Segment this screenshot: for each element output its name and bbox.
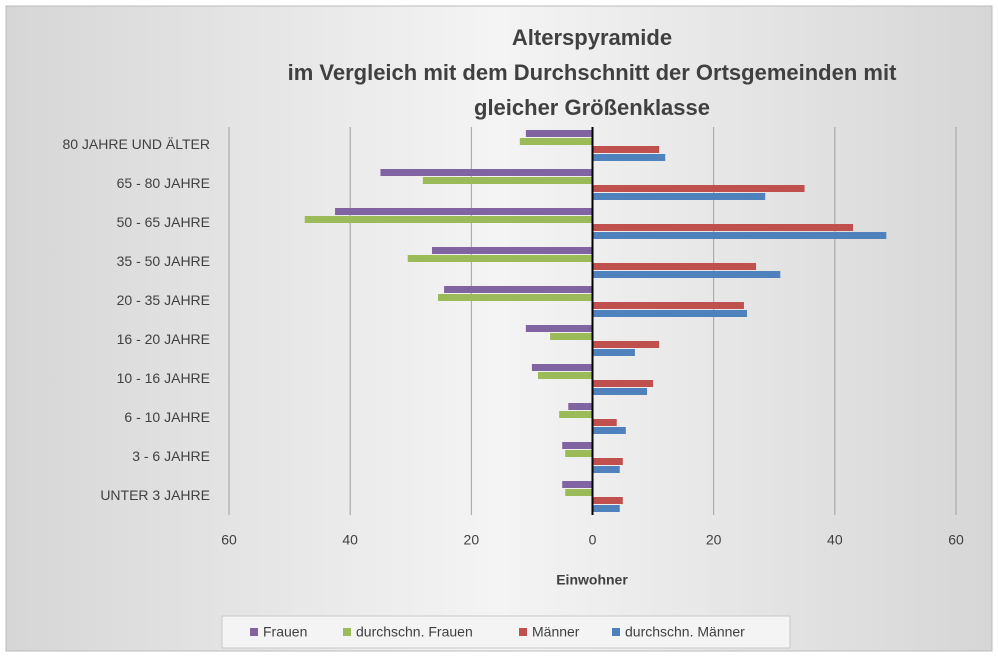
- x-tick-label: 40: [827, 532, 843, 548]
- bar: [568, 403, 593, 410]
- bar: [592, 349, 635, 356]
- y-tick-label: 20 - 35 JAHRE: [117, 292, 210, 308]
- bar: [592, 310, 747, 317]
- bar: [592, 497, 623, 504]
- bar: [559, 411, 593, 418]
- bar: [380, 169, 593, 176]
- x-tick-label: 40: [342, 532, 358, 548]
- x-tick-label: 60: [948, 532, 964, 548]
- bar: [592, 427, 626, 434]
- legend-label: Männer: [532, 624, 580, 640]
- y-tick-label: 16 - 20 JAHRE: [117, 331, 210, 347]
- legend-marker: [343, 628, 351, 636]
- bar: [525, 325, 593, 332]
- bar: [562, 481, 593, 488]
- bar: [304, 216, 593, 223]
- legend-marker: [519, 628, 527, 636]
- x-tick-label: 20: [706, 532, 722, 548]
- chart-title: Alterspyramide: [512, 25, 672, 50]
- y-tick-label: 50 - 65 JAHRE: [117, 214, 210, 230]
- y-tick-label: 65 - 80 JAHRE: [117, 175, 210, 191]
- y-tick-label: 80 JAHRE UND ÄLTER: [62, 136, 210, 152]
- legend-label: Frauen: [263, 624, 307, 640]
- bar: [565, 450, 593, 457]
- bar: [565, 489, 593, 496]
- y-tick-label: 35 - 50 JAHRE: [117, 253, 210, 269]
- bar: [592, 458, 623, 465]
- x-tick-label: 0: [589, 532, 597, 548]
- bar: [335, 208, 593, 215]
- x-axis-label: Einwohner: [556, 572, 628, 588]
- bar: [592, 263, 757, 270]
- bar: [592, 380, 654, 387]
- y-tick-label: UNTER 3 JAHRE: [100, 487, 210, 503]
- bar: [550, 333, 593, 340]
- bar: [592, 154, 666, 161]
- bar: [537, 372, 593, 379]
- bar: [592, 224, 854, 231]
- bar: [592, 146, 660, 153]
- bar: [592, 388, 648, 395]
- y-tick-label: 6 - 10 JAHRE: [124, 409, 210, 425]
- bar: [562, 442, 593, 449]
- x-tick-label: 60: [221, 532, 237, 548]
- x-tick-label: 20: [464, 532, 480, 548]
- bar: [519, 138, 593, 145]
- bar: [592, 271, 781, 278]
- legend-label: durchschn. Männer: [625, 624, 745, 640]
- legend-marker: [612, 628, 620, 636]
- bar: [592, 505, 620, 512]
- bar: [531, 364, 593, 371]
- bar: [592, 193, 766, 200]
- bar: [438, 294, 593, 301]
- bar: [444, 286, 593, 293]
- bar: [592, 232, 887, 239]
- bar: [407, 255, 593, 262]
- legend-label: durchschn. Frauen: [356, 624, 473, 640]
- y-tick-label: 10 - 16 JAHRE: [117, 370, 210, 386]
- chart-area: [5, 5, 993, 652]
- chart-title: gleicher Größenklasse: [474, 95, 710, 120]
- bar: [592, 341, 660, 348]
- bar: [592, 302, 744, 309]
- bar: [592, 185, 805, 192]
- legend-box: [221, 615, 791, 649]
- y-tick-label: 3 - 6 JAHRE: [132, 448, 210, 464]
- bar: [592, 466, 620, 473]
- bar: [525, 130, 593, 137]
- bar: [592, 419, 617, 426]
- bar: [422, 177, 593, 184]
- bar: [431, 247, 593, 254]
- chart-title: im Vergleich mit dem Durchschnitt der Or…: [288, 60, 897, 85]
- legend-marker: [250, 628, 258, 636]
